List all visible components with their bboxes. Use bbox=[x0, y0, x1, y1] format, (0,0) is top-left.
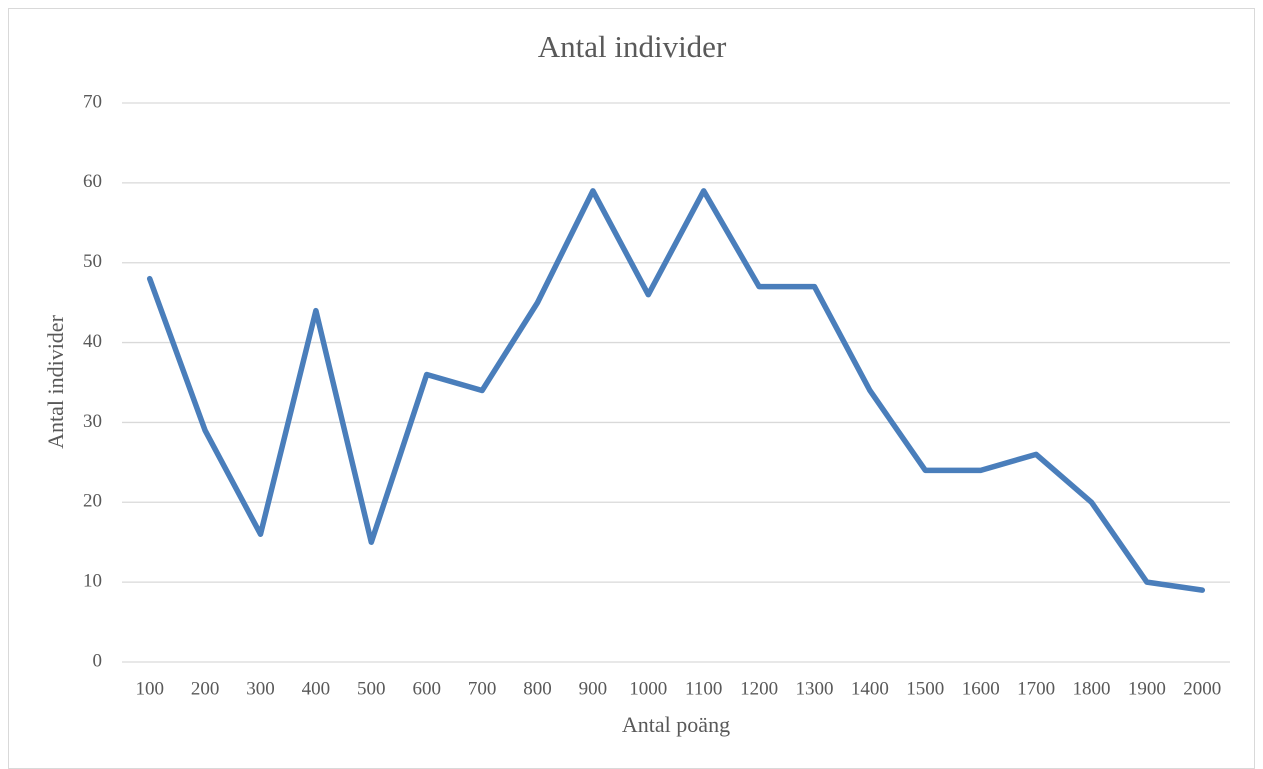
y-tick-label: 50 bbox=[83, 251, 102, 272]
x-tick-label: 600 bbox=[412, 678, 441, 699]
y-tick-label: 30 bbox=[83, 411, 102, 432]
x-tick-label: 100 bbox=[135, 678, 164, 699]
chart-title: Antal individer bbox=[538, 29, 727, 64]
x-tick-label: 1300 bbox=[796, 678, 834, 699]
x-tick-label: 1200 bbox=[740, 678, 778, 699]
y-axis-label: Antal individer bbox=[43, 314, 68, 448]
x-tick-label: 1400 bbox=[851, 678, 889, 699]
x-tick-label: 900 bbox=[579, 678, 608, 699]
y-tick-label: 20 bbox=[83, 491, 102, 512]
x-tick-label: 500 bbox=[357, 678, 386, 699]
x-tick-label: 1800 bbox=[1073, 678, 1111, 699]
x-axis-label: Antal poäng bbox=[622, 712, 730, 737]
chart-border bbox=[8, 8, 1255, 769]
x-tick-label: 800 bbox=[523, 678, 552, 699]
y-tick-label: 0 bbox=[93, 650, 103, 671]
x-tick-label: 2000 bbox=[1183, 678, 1221, 699]
data-line bbox=[146, 188, 1206, 593]
x-tick-label: 1600 bbox=[962, 678, 1000, 699]
x-tick-label: 1700 bbox=[1017, 678, 1055, 699]
x-tick-label: 1000 bbox=[629, 678, 667, 699]
x-tick-label: 300 bbox=[246, 678, 275, 699]
y-tick-label: 70 bbox=[83, 91, 102, 112]
y-tick-label: 40 bbox=[83, 331, 102, 352]
x-tick-label: 700 bbox=[468, 678, 497, 699]
x-tick-label: 1900 bbox=[1128, 678, 1166, 699]
y-tick-label: 10 bbox=[83, 571, 102, 592]
x-tick-label: 200 bbox=[191, 678, 220, 699]
x-tick-label: 1500 bbox=[906, 678, 944, 699]
x-tick-label: 1100 bbox=[685, 678, 722, 699]
x-tick-label: 400 bbox=[302, 678, 331, 699]
y-tick-label: 60 bbox=[83, 171, 102, 192]
